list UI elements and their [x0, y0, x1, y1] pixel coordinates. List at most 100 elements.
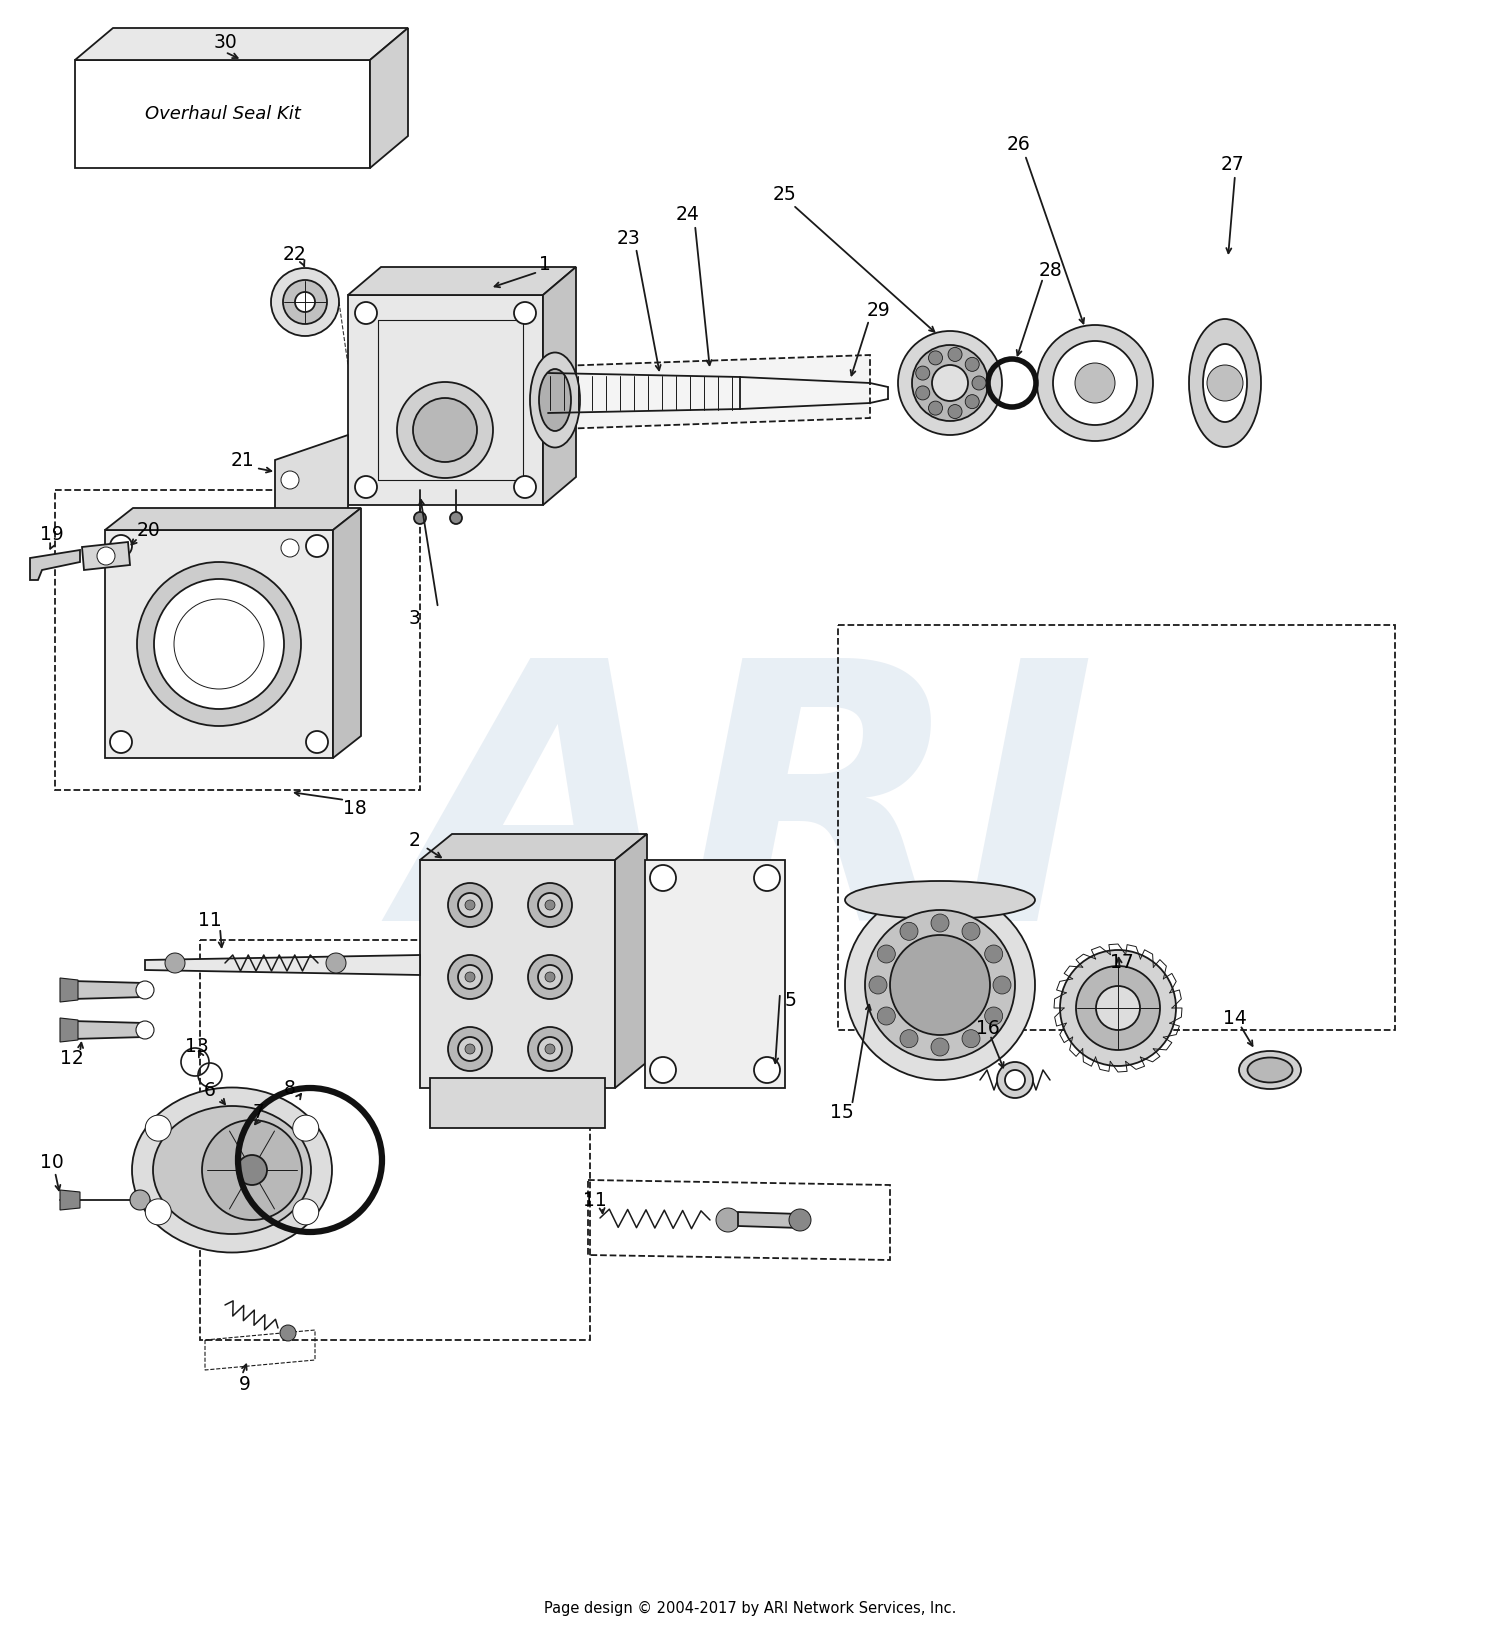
Text: 7: 7 — [252, 1102, 264, 1122]
Circle shape — [900, 922, 918, 940]
Circle shape — [915, 366, 930, 380]
Text: 19: 19 — [40, 526, 64, 544]
Circle shape — [284, 279, 327, 324]
Circle shape — [538, 894, 562, 917]
Circle shape — [878, 1007, 896, 1025]
Polygon shape — [146, 955, 420, 974]
Circle shape — [650, 864, 676, 891]
Circle shape — [280, 1324, 296, 1341]
Circle shape — [528, 955, 572, 999]
Ellipse shape — [153, 1106, 310, 1234]
Polygon shape — [75, 28, 408, 61]
Text: 3: 3 — [410, 608, 422, 628]
Circle shape — [962, 922, 980, 940]
Circle shape — [528, 882, 572, 927]
Circle shape — [912, 345, 989, 421]
Circle shape — [465, 900, 476, 910]
Text: 25: 25 — [772, 186, 796, 204]
Circle shape — [964, 394, 980, 409]
Polygon shape — [105, 508, 362, 531]
Circle shape — [844, 891, 1035, 1079]
Circle shape — [296, 292, 315, 312]
Circle shape — [1076, 363, 1114, 403]
Text: 2: 2 — [410, 830, 422, 849]
Text: 28: 28 — [1038, 261, 1062, 279]
Circle shape — [237, 1155, 267, 1185]
Polygon shape — [420, 835, 646, 859]
Circle shape — [202, 1121, 302, 1221]
Circle shape — [1036, 325, 1154, 440]
Text: ARI: ARI — [404, 647, 1096, 996]
Circle shape — [972, 376, 986, 389]
Circle shape — [356, 476, 376, 498]
Polygon shape — [72, 981, 146, 999]
Polygon shape — [274, 435, 348, 565]
Circle shape — [448, 955, 492, 999]
Polygon shape — [530, 355, 870, 430]
Circle shape — [356, 302, 376, 324]
Polygon shape — [348, 268, 576, 296]
Circle shape — [465, 1043, 476, 1055]
Text: 20: 20 — [136, 521, 160, 539]
Text: 11: 11 — [198, 910, 222, 930]
Circle shape — [865, 910, 1016, 1060]
Text: 22: 22 — [284, 245, 308, 265]
Text: 29: 29 — [865, 301, 889, 319]
Circle shape — [900, 1030, 918, 1048]
Circle shape — [984, 945, 1002, 963]
Circle shape — [448, 882, 492, 927]
Circle shape — [928, 401, 942, 416]
Circle shape — [465, 973, 476, 983]
Circle shape — [280, 539, 298, 557]
Text: Overhaul Seal Kit: Overhaul Seal Kit — [144, 105, 300, 123]
Circle shape — [890, 935, 990, 1035]
Polygon shape — [333, 508, 362, 757]
Polygon shape — [348, 296, 543, 504]
Text: 6: 6 — [204, 1081, 216, 1099]
Circle shape — [716, 1208, 740, 1232]
Circle shape — [514, 302, 535, 324]
Text: 9: 9 — [238, 1375, 250, 1395]
Polygon shape — [615, 835, 646, 1088]
Circle shape — [280, 472, 298, 490]
Text: 15: 15 — [830, 1102, 854, 1122]
Circle shape — [868, 976, 886, 994]
Text: 30: 30 — [213, 33, 237, 51]
Circle shape — [136, 562, 302, 726]
Circle shape — [650, 1056, 676, 1083]
Circle shape — [450, 513, 462, 524]
Circle shape — [1053, 342, 1137, 426]
Ellipse shape — [1190, 319, 1262, 447]
Ellipse shape — [844, 881, 1035, 918]
Polygon shape — [82, 542, 130, 570]
Circle shape — [306, 731, 328, 752]
Circle shape — [789, 1209, 812, 1231]
Circle shape — [130, 1190, 150, 1209]
Text: 23: 23 — [616, 228, 640, 248]
Polygon shape — [72, 1020, 146, 1038]
Circle shape — [292, 1199, 318, 1226]
Circle shape — [146, 1199, 171, 1226]
Circle shape — [993, 976, 1011, 994]
Circle shape — [458, 894, 482, 917]
Circle shape — [154, 578, 284, 710]
Text: 8: 8 — [284, 1078, 296, 1098]
Polygon shape — [738, 1213, 800, 1227]
Circle shape — [984, 1007, 1002, 1025]
Circle shape — [538, 964, 562, 989]
Circle shape — [964, 358, 980, 371]
Circle shape — [306, 536, 328, 557]
Circle shape — [1060, 950, 1176, 1066]
Polygon shape — [30, 550, 80, 580]
Ellipse shape — [1248, 1058, 1293, 1083]
Circle shape — [878, 945, 896, 963]
Text: Page design © 2004-2017 by ARI Network Services, Inc.: Page design © 2004-2017 by ARI Network S… — [544, 1600, 956, 1615]
Ellipse shape — [1203, 343, 1246, 422]
Text: 11: 11 — [584, 1191, 608, 1209]
Polygon shape — [60, 1019, 78, 1042]
Text: 12: 12 — [60, 1048, 84, 1068]
Circle shape — [1096, 986, 1140, 1030]
Circle shape — [948, 347, 962, 361]
Text: 24: 24 — [676, 205, 700, 225]
Text: 17: 17 — [1110, 953, 1134, 971]
